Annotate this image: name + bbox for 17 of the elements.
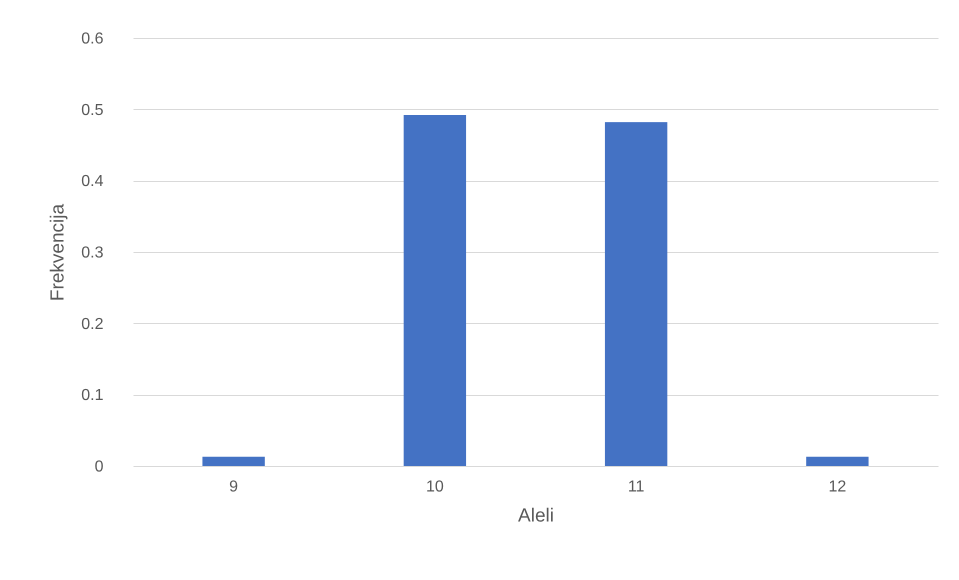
y-tick-label: 0.2 — [81, 316, 104, 333]
bar — [404, 115, 466, 466]
y-tick-label: 0.5 — [81, 102, 104, 119]
x-tick-label: 10 — [426, 478, 444, 496]
x-tick-label: 9 — [229, 478, 238, 496]
y-tick-label: 0.3 — [81, 244, 104, 262]
y-tick-label: 0.4 — [81, 173, 104, 190]
y-tick-label: 0 — [94, 458, 104, 476]
bar — [806, 456, 869, 466]
x-axis-title: Aleli — [518, 506, 554, 526]
x-tick-label: 11 — [628, 478, 645, 496]
y-tick-label: 0.6 — [81, 30, 104, 48]
y-axis-title: Frekvencija — [47, 204, 68, 302]
bar — [202, 456, 265, 466]
x-tick-label: 12 — [828, 478, 846, 496]
y-tick-label: 0.1 — [81, 387, 104, 404]
bar — [604, 122, 668, 466]
